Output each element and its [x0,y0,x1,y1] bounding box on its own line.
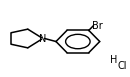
Text: Cl: Cl [118,61,127,71]
Text: N: N [39,33,47,44]
Text: H: H [110,55,117,65]
Text: Br: Br [92,21,103,31]
